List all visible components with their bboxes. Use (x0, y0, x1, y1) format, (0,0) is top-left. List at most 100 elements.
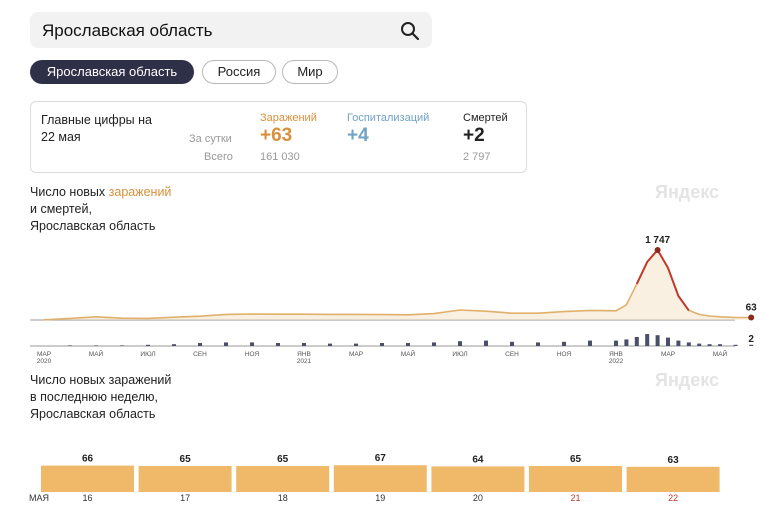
bar-16 (41, 465, 134, 492)
bar-19 (333, 465, 427, 492)
deaths-bar-15 (432, 342, 436, 346)
cases-marker-0 (654, 247, 661, 253)
month-label: МАЯ (29, 493, 49, 503)
bar-value-20: 64 (472, 454, 484, 465)
x-label-17: 17 (180, 493, 190, 503)
bar-21 (529, 466, 622, 492)
x-label-22: 22 (668, 493, 678, 503)
hosp-header: Госпитализаций (347, 112, 430, 124)
deaths-bar-30 (697, 343, 702, 346)
x-tick-year-0: 2020 (37, 358, 52, 365)
yandex-logo: Яндекс (655, 182, 720, 202)
deaths-bar-6 (198, 343, 202, 346)
chart1-title-highlight: заражений (108, 185, 172, 199)
cases-marker-1 (748, 314, 755, 321)
deaths-bar-2 (94, 345, 98, 346)
x-tick-6: МАР (349, 351, 363, 358)
chart2-title-line3: Ярославская область (30, 407, 156, 421)
x-tick-2: ИЮЛ (140, 351, 155, 358)
chart1-title-line2: и смертей, (30, 202, 92, 216)
chart1-title-prefix: Число новых (30, 185, 109, 199)
deaths-bar-18 (510, 341, 514, 346)
summary-title-line2: 22 мая (41, 130, 81, 144)
x-tick-year-5: 2021 (297, 358, 312, 365)
tab-russia[interactable]: Россия (202, 60, 276, 84)
deaths-bar-24 (634, 337, 639, 346)
weekly-bar-chart: 66 16 65 17 65 18 67 19 64 20 65 21 63 22 МАЯ (29, 453, 720, 503)
x-tick-12: МАР (661, 351, 675, 358)
cases-data-label-0: 1 747 (645, 235, 670, 246)
x-label-19: 19 (375, 493, 385, 503)
deaths-bar-5 (172, 344, 176, 346)
cases-day: +63 (260, 125, 293, 146)
chart2-title-line1: Число новых заражений (30, 373, 172, 387)
deaths-bar-31 (707, 344, 712, 346)
deaths-bar-21 (588, 340, 592, 346)
deaths-bar-16 (458, 341, 462, 346)
cases-data-label-1: 63 (746, 302, 758, 313)
cases-area (44, 250, 752, 320)
deaths-bar-32 (718, 344, 722, 346)
cases-total: 161 030 (260, 151, 300, 163)
deaths-bar-4 (146, 344, 150, 346)
deaths-bar-23 (624, 339, 629, 346)
x-tick-3: СЕН (193, 351, 207, 358)
summary-card: Главные цифры на 22 мая За сутки Всего З… (30, 101, 527, 173)
bar-20 (431, 466, 525, 492)
x-label-20: 20 (473, 493, 483, 503)
deaths-total: 2 797 (463, 151, 491, 163)
summary-title-line1: Главные цифры на (41, 113, 152, 127)
bar-18 (236, 466, 330, 492)
search-bar[interactable]: Ярославская область (30, 12, 432, 48)
deaths-bar-25 (645, 334, 650, 346)
bar-22 (626, 466, 720, 492)
x-tick-0: МАР (37, 351, 51, 358)
search-input[interactable]: Ярославская область (42, 21, 213, 40)
deaths-bar-27 (666, 337, 670, 346)
deaths-bar-19 (536, 342, 540, 346)
deaths-data-label-0: 20 (616, 225, 628, 228)
x-label-18: 18 (278, 493, 288, 503)
deaths-bar-34 (749, 344, 754, 346)
x-label-21: 21 (570, 493, 580, 503)
deaths-bar-13 (380, 343, 384, 346)
tab-yaroslavl[interactable]: Ярославская область (30, 60, 194, 84)
x-tick-8: ИЮЛ (452, 351, 467, 358)
x-tick-1: МАЙ (89, 349, 104, 358)
x-tick-7: МАЙ (401, 349, 416, 358)
deaths-bar-17 (484, 340, 488, 346)
x-tick-5: ЯНВ (297, 351, 311, 358)
row-total-label: Всего (204, 151, 233, 163)
x-label-16: 16 (82, 493, 92, 503)
deaths-day: +2 (463, 125, 485, 146)
chart2-title: Число новых заражений в последнюю неделю… (30, 372, 171, 423)
bar-17 (138, 466, 232, 492)
deaths-data-label-1: 2 (748, 334, 754, 345)
deaths-bar-28 (676, 340, 681, 346)
deaths-bar-20 (562, 341, 566, 346)
chart1-title-line3: Ярославская область (30, 219, 156, 233)
x-tick-10: НОЯ (557, 351, 572, 358)
deaths-bar-14 (406, 343, 410, 346)
deaths-bar-7 (224, 342, 228, 346)
cases-deaths-chart: 1 74763202МАР2020МАЙИЮЛСЕННОЯЯНВ2021МАРМ… (30, 225, 758, 365)
tab-world[interactable]: Мир (282, 60, 338, 84)
chart2-title-line2: в последнюю неделю, (30, 390, 159, 404)
deaths-bar-26 (655, 335, 660, 346)
deaths-bar-11 (328, 343, 332, 346)
deaths-bar-33 (733, 344, 738, 346)
x-tick-4: НОЯ (245, 351, 260, 358)
chart1-title: Число новых заражений и смертей, Ярослав… (30, 184, 171, 235)
bar-value-17: 65 (180, 454, 192, 465)
x-tick-year-11: 2022 (609, 358, 624, 365)
bar-value-22: 63 (668, 455, 680, 466)
cases-header: Заражений (260, 112, 317, 124)
cases-peak-line (635, 248, 690, 311)
deaths-header: Смертей (463, 112, 508, 124)
search-icon[interactable] (400, 21, 420, 41)
bar-value-19: 67 (375, 453, 387, 464)
deaths-bar-29 (686, 342, 691, 346)
deaths-bar-8 (250, 342, 254, 346)
row-day-label: За сутки (189, 133, 232, 145)
deaths-bar-10 (302, 343, 306, 346)
